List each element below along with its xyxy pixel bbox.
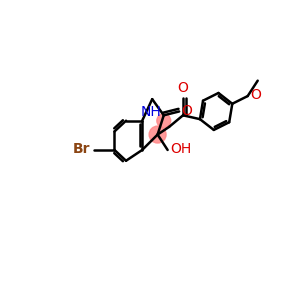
Text: O: O [177, 80, 188, 94]
Text: OH: OH [171, 142, 192, 156]
Circle shape [157, 114, 171, 128]
Text: NH: NH [140, 104, 161, 118]
Text: O: O [250, 88, 261, 102]
Text: Br: Br [73, 142, 91, 156]
Circle shape [149, 126, 166, 143]
Text: O: O [182, 104, 192, 118]
